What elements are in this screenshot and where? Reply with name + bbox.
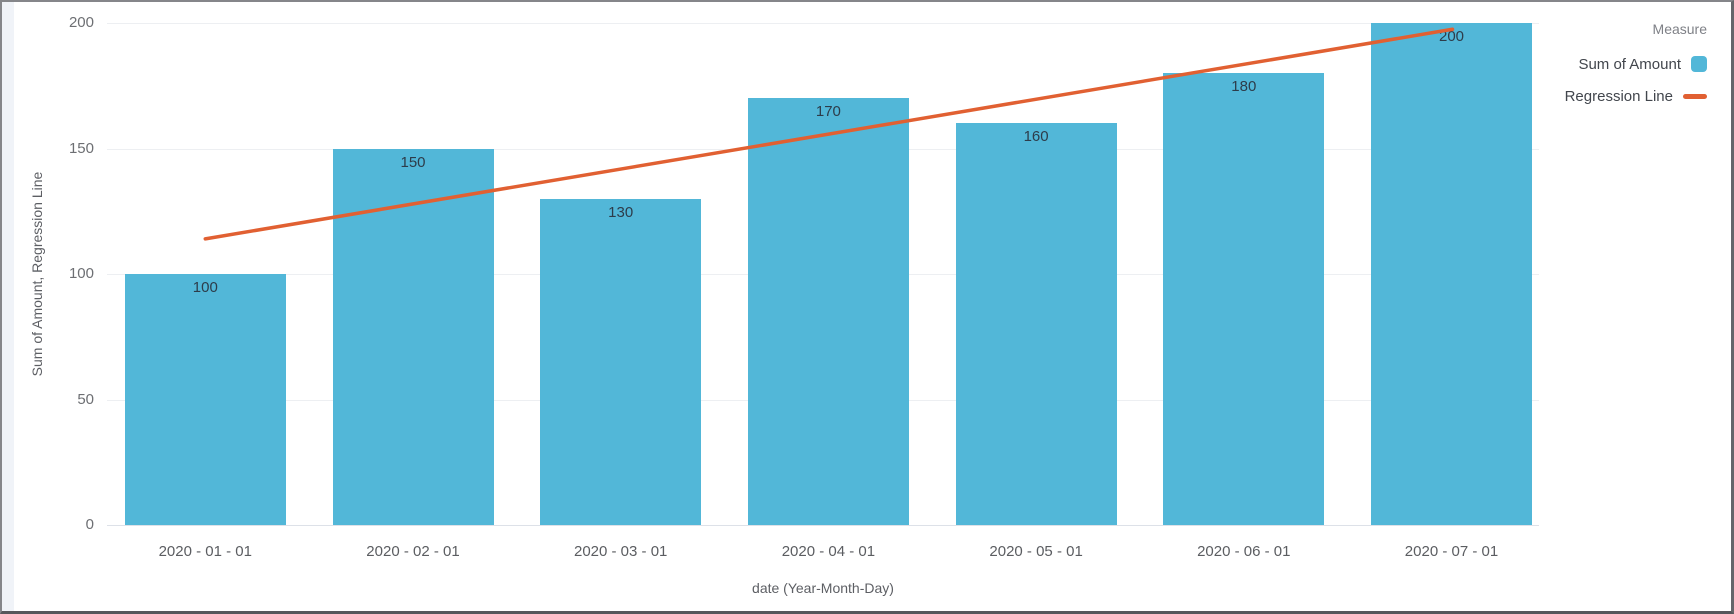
- bar-value-label: 130: [608, 203, 634, 221]
- y-axis-tick-label: 100: [68, 265, 94, 282]
- x-axis-tick-label: 2020 - 05 - 01: [989, 543, 1083, 560]
- bar-value-label: 150: [400, 153, 426, 171]
- x-axis-tick-label: 2020 - 07 - 01: [1404, 543, 1499, 560]
- x-axis-tick-label: 2020 - 04 - 01: [781, 543, 876, 560]
- y-axis-tick-label: 0: [85, 516, 94, 533]
- legend-item-label: Regression Line: [1564, 87, 1673, 105]
- widget-left-gutter: [2, 2, 14, 611]
- x-axis-tick-label: 2020 - 01 - 01: [158, 543, 252, 560]
- bar-2020-06-01[interactable]: 180: [1163, 73, 1325, 525]
- gridline: [107, 23, 1539, 24]
- legend-items: Sum of Amount Regression Line: [1565, 54, 1707, 106]
- y-axis-tick-label: 200: [68, 14, 94, 31]
- gridline: [107, 525, 1539, 526]
- legend-item-label: Sum of Amount: [1578, 55, 1681, 73]
- bar-2020-04-01[interactable]: 170: [747, 98, 909, 525]
- legend-title: Measure: [1652, 21, 1707, 37]
- legend-item-regression-line[interactable]: Regression Line: [1565, 86, 1707, 106]
- bar-value-label: 100: [192, 279, 218, 296]
- bar-value-label: 160: [1023, 128, 1049, 146]
- bar-value-label: 200: [1438, 28, 1465, 45]
- legend-item-sum-of-amount[interactable]: Sum of Amount: [1565, 54, 1707, 74]
- x-axis-title: date (Year-Month-Day): [752, 580, 894, 596]
- x-axis-tick-label: 2020 - 06 - 01: [1197, 543, 1291, 560]
- bar-2020-02-01[interactable]: 150: [332, 148, 494, 525]
- x-axis-tick-label: 2020 - 03 - 01: [573, 543, 668, 560]
- bar-2020-07-01[interactable]: 200: [1371, 23, 1532, 525]
- bar-value-label: 180: [1231, 78, 1257, 96]
- legend-swatch-square-icon: [1691, 56, 1707, 72]
- bar-2020-03-01[interactable]: 130: [540, 198, 702, 525]
- legend: Measure Sum of Amount Regression Line: [1565, 20, 1707, 118]
- legend-swatch-line-icon: [1683, 93, 1707, 99]
- bar-2020-05-01[interactable]: 160: [955, 123, 1117, 525]
- bar-2020-01-01[interactable]: 100: [124, 274, 286, 525]
- x-axis-tick-label: 2020 - 02 - 01: [366, 543, 460, 560]
- y-axis-tick-label: 50: [77, 391, 94, 408]
- bar-value-label: 170: [815, 103, 841, 121]
- y-axis-tick-label: 150: [68, 140, 94, 157]
